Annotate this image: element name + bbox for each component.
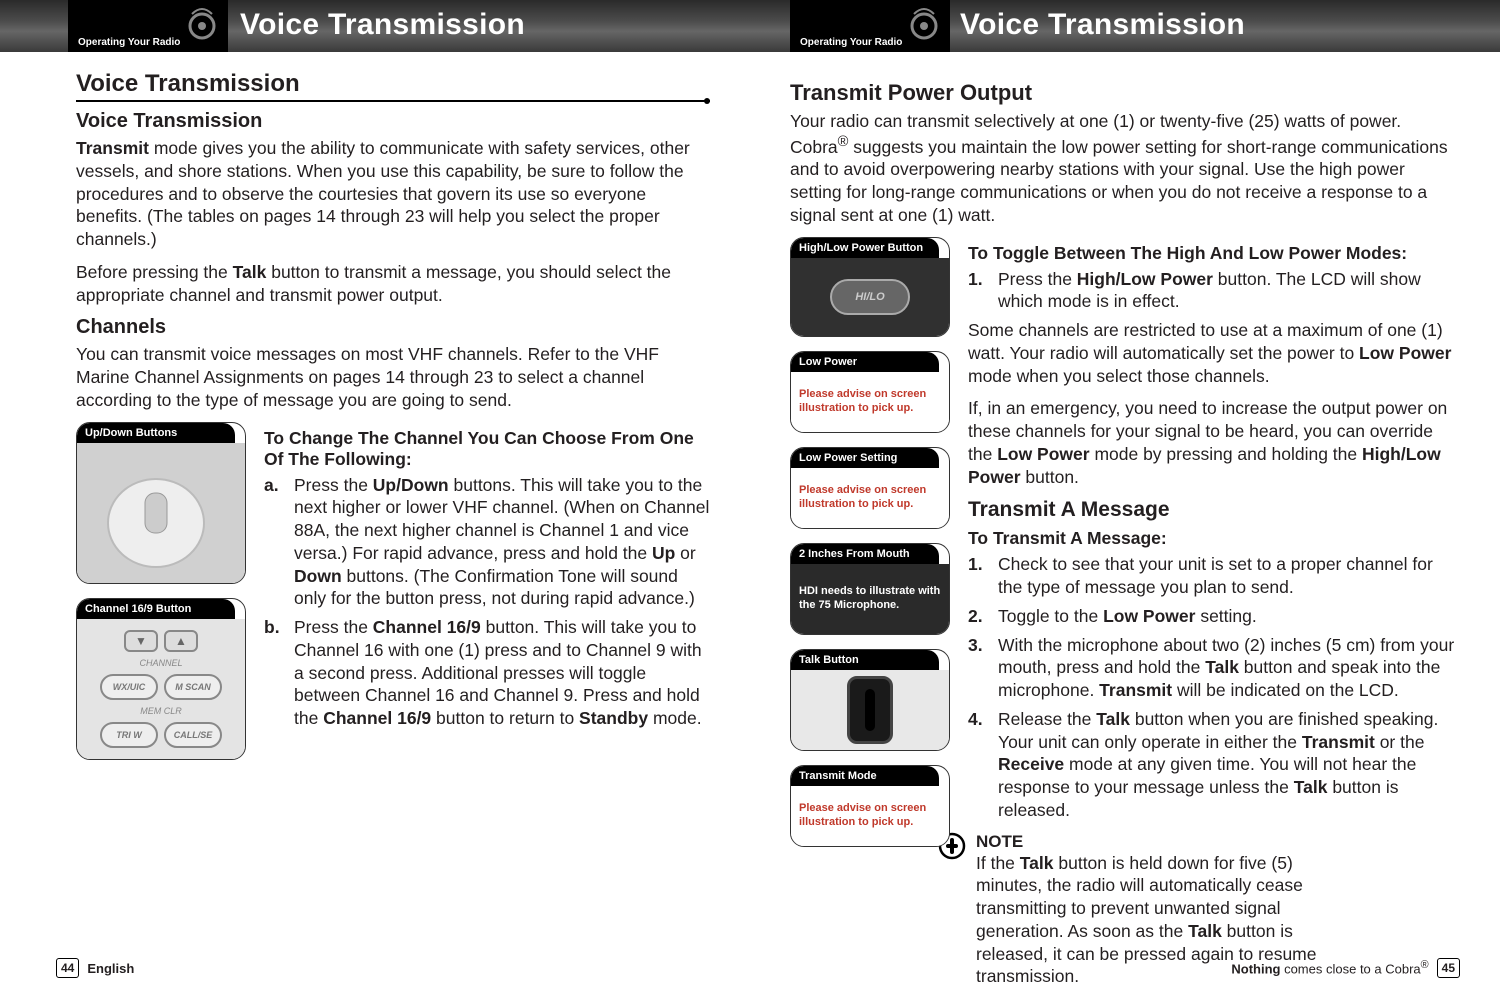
red-note-2: Please advise on screen illustration to … bbox=[799, 484, 941, 512]
para-transmit-intro: Transmit mode gives you the ability to c… bbox=[76, 137, 710, 251]
header-tab-label-r: Operating Your Radio bbox=[800, 37, 902, 48]
callout-updown-body bbox=[77, 443, 245, 583]
callout-updown: Up/Down Buttons bbox=[76, 422, 246, 584]
callout-updown-label: Up/Down Buttons bbox=[77, 423, 235, 443]
header-tab-left: Operating Your Radio bbox=[68, 0, 228, 52]
label-channel: CHANNEL bbox=[139, 658, 182, 668]
callout-hilo: High/Low Power Button HI/LO bbox=[790, 237, 950, 337]
choose-heading: To Change The Channel You Can Choose Fro… bbox=[264, 428, 710, 470]
item-a-text: Press the Up/Down buttons. This will tak… bbox=[294, 474, 710, 611]
page-num-45: 45 bbox=[1437, 958, 1460, 978]
tam-4: 4. Release the Talk button when you are … bbox=[968, 708, 1460, 822]
callout-talk-label: Talk Button bbox=[791, 650, 939, 670]
callout-lowp-body: Please advise on screen illustration to … bbox=[791, 372, 949, 432]
hilo-button-graphic: HI/LO bbox=[830, 279, 910, 315]
page-44: Operating Your Radio Voice Transmission … bbox=[0, 0, 750, 1008]
channels-two-col: Up/Down Buttons Channel 16/9 Button ▼▲ C… bbox=[76, 422, 710, 774]
callout-hilo-label: High/Low Power Button bbox=[791, 238, 939, 258]
white-note: HDI needs to illustrate with the 75 Micr… bbox=[799, 585, 941, 613]
header-title-right: Voice Transmission bbox=[960, 8, 1245, 42]
footer-tagline: Nothing comes close to a Cobra® bbox=[1231, 959, 1428, 976]
note-heading: NOTE bbox=[976, 832, 1356, 852]
red-note-3: Please advise on screen illustration to … bbox=[799, 802, 941, 830]
content-right: Transmit Power Output Your radio can tra… bbox=[790, 70, 1460, 988]
callout-lowp-label: Low Power bbox=[791, 352, 939, 372]
item-b: b. Press the Channel 16/9 button. This w… bbox=[264, 616, 710, 730]
toggle-1-text: Press the High/Low Power button. The LCD… bbox=[998, 268, 1460, 314]
tam-3-text: With the microphone about two (2) inches… bbox=[998, 634, 1460, 702]
toggle-heading: To Toggle Between The High And Low Power… bbox=[968, 243, 1460, 264]
marker-1: 1. bbox=[968, 268, 990, 314]
tam-2-text: Toggle to the Low Power setting. bbox=[998, 605, 1257, 628]
marker-b: b. bbox=[264, 616, 286, 730]
callout-mouth-body: HDI needs to illustrate with the 75 Micr… bbox=[791, 564, 949, 634]
callout-tmode-body: Please advise on screen illustration to … bbox=[791, 786, 949, 846]
radio-icon bbox=[906, 4, 942, 40]
toggle-p3: If, in an emergency, you need to increas… bbox=[968, 397, 1460, 488]
tam-sub: To Transmit A Message: bbox=[968, 528, 1460, 549]
callout-ch169-label: Channel 16/9 Button bbox=[77, 599, 235, 619]
callout-talk-body bbox=[791, 670, 949, 750]
callout-tmode: Transmit Mode Please advise on screen il… bbox=[790, 765, 950, 847]
section-title: Voice Transmission bbox=[76, 70, 710, 102]
tpo-para: Your radio can transmit selectively at o… bbox=[790, 110, 1460, 227]
channels-para: You can transmit voice messages on most … bbox=[76, 343, 710, 411]
callout-talk: Talk Button bbox=[790, 649, 950, 751]
callout-lowps: Low Power Setting Please advise on scree… bbox=[790, 447, 950, 529]
header-tab-label: Operating Your Radio bbox=[78, 37, 180, 48]
content-left: Voice Transmission Voice Transmission Tr… bbox=[76, 70, 710, 774]
toggle-p2: Some channels are restricted to use at a… bbox=[968, 319, 1460, 387]
left-callouts-col: Up/Down Buttons Channel 16/9 Button ▼▲ C… bbox=[76, 422, 246, 774]
toggle-item-1: 1. Press the High/Low Power button. The … bbox=[968, 268, 1460, 314]
tam-2: 2. Toggle to the Low Power setting. bbox=[968, 605, 1460, 628]
tam-3: 3. With the microphone about two (2) inc… bbox=[968, 634, 1460, 702]
talk-button-graphic bbox=[847, 676, 893, 744]
tam-1: 1. Check to see that your unit is set to… bbox=[968, 553, 1460, 599]
item-b-text: Press the Channel 16/9 button. This will… bbox=[294, 616, 710, 730]
callout-ch169: Channel 16/9 Button ▼▲ CHANNEL WX/UIC M … bbox=[76, 598, 246, 760]
callout-mouth-label: 2 Inches From Mouth bbox=[791, 544, 939, 564]
callout-tmode-label: Transmit Mode bbox=[791, 766, 939, 786]
para-before-talk: Before pressing the Talk button to trans… bbox=[76, 261, 710, 307]
btn-callse: CALL/SE bbox=[164, 722, 222, 748]
btn-triw: TRI W bbox=[100, 722, 158, 748]
item-a: a. Press the Up/Down buttons. This will … bbox=[264, 474, 710, 611]
callout-ch169-body: ▼▲ CHANNEL WX/UIC M SCAN MEM CLR TRI W C… bbox=[77, 619, 245, 759]
callout-mouth: 2 Inches From Mouth HDI needs to illustr… bbox=[790, 543, 950, 635]
footer-left: 44 English bbox=[56, 958, 134, 978]
btn-mscan: M SCAN bbox=[164, 674, 222, 700]
red-note-1: Please advise on screen illustration to … bbox=[799, 388, 941, 416]
btn-wxuic: WX/UIC bbox=[100, 674, 158, 700]
voice-trans-sub: Voice Transmission bbox=[76, 110, 710, 133]
page-num-44: 44 bbox=[56, 958, 79, 978]
tam-heading: Transmit A Message bbox=[968, 498, 1460, 522]
callout-lowps-body: Please advise on screen illustration to … bbox=[791, 468, 949, 528]
callout-hilo-body: HI/LO bbox=[791, 258, 949, 336]
tpo-heading: Transmit Power Output bbox=[790, 80, 1460, 106]
right-two-col: High/Low Power Button HI/LO Low Power Pl… bbox=[790, 237, 1460, 989]
right-text-col: To Toggle Between The High And Low Power… bbox=[968, 237, 1460, 989]
callout-lowps-label: Low Power Setting bbox=[791, 448, 939, 468]
footer-right: Nothing comes close to a Cobra® 45 bbox=[1231, 958, 1460, 978]
header-title-left: Voice Transmission bbox=[240, 8, 525, 42]
marker-a: a. bbox=[264, 474, 286, 611]
right-callouts-col: High/Low Power Button HI/LO Low Power Pl… bbox=[790, 237, 950, 989]
callout-lowp: Low Power Please advise on screen illust… bbox=[790, 351, 950, 433]
label-memclr: MEM CLR bbox=[140, 706, 182, 716]
page-45: Operating Your Radio Voice Transmission … bbox=[750, 0, 1500, 1008]
header-tab-right: Operating Your Radio bbox=[790, 0, 950, 52]
radio-icon bbox=[184, 4, 220, 40]
left-instructions-col: To Change The Channel You Can Choose Fro… bbox=[264, 422, 710, 774]
tam-4-text: Release the Talk button when you are fin… bbox=[998, 708, 1460, 822]
footer-lang: English bbox=[87, 961, 134, 976]
tam-1-text: Check to see that your unit is set to a … bbox=[998, 553, 1460, 599]
channels-heading: Channels bbox=[76, 316, 710, 339]
